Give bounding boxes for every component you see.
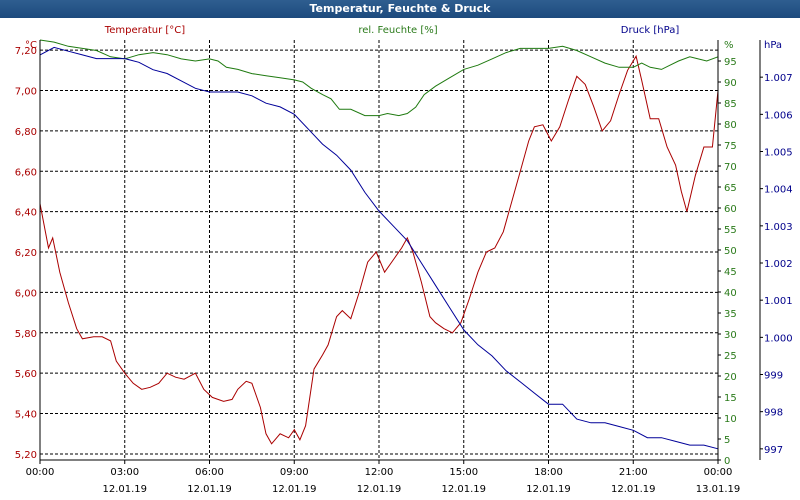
chart-title: Temperatur, Feuchte & Druck	[0, 0, 800, 18]
tick-label-date: 12.01.19	[102, 484, 147, 495]
tick-label-pressure: 1.004	[764, 185, 793, 196]
series-line-humidity	[39, 39, 719, 117]
axes-layer: Temperatur [°C] rel. Feuchte [%] Druck […	[15, 25, 793, 495]
tick-label-humidity: 25	[724, 351, 737, 362]
tick-label-humidity: 40	[724, 288, 737, 299]
tick-label-time: 06:00	[195, 467, 224, 478]
tick-label-humidity: 95	[724, 57, 737, 68]
series-layer	[39, 39, 719, 450]
tick-label-date: 12.01.19	[357, 484, 402, 495]
series-line-temperature	[39, 54, 719, 445]
axis-label-humidity: rel. Feuchte [%]	[358, 25, 437, 36]
tick-label-temperature: 5,80	[15, 329, 37, 340]
tick-label-temperature: 7,00	[15, 86, 37, 97]
tick-label-humidity: 85	[724, 99, 737, 110]
tick-label-pressure: 1.006	[764, 110, 793, 121]
tick-label-humidity: 65	[724, 183, 737, 194]
tick-label-humidity: 80	[724, 120, 737, 131]
tick-label-date: 13.01.19	[696, 484, 741, 495]
tick-label-time: 00:00	[704, 467, 733, 478]
tick-label-humidity: 15	[724, 393, 737, 404]
tick-label-date: 12.01.19	[526, 484, 571, 495]
tick-label-humidity: 20	[724, 372, 737, 383]
tick-label-humidity: 55	[724, 225, 737, 236]
tick-label-humidity: 5	[724, 435, 730, 446]
tick-label-date: 12.01.19	[272, 484, 317, 495]
tick-label-pressure: 997	[764, 445, 783, 456]
tick-label-temperature: 6,80	[15, 127, 37, 138]
tick-label-temperature: 7,20	[15, 46, 37, 57]
tick-label-pressure: 998	[764, 408, 783, 419]
tick-label-temperature: 6,00	[15, 288, 37, 299]
series-line-pressure	[39, 46, 719, 450]
tick-label-date: 12.01.19	[611, 484, 656, 495]
tick-label-humidity: 75	[724, 141, 737, 152]
tick-label-humidity: 50	[724, 246, 737, 257]
tick-label-time: 09:00	[280, 467, 309, 478]
axis-unit-humidity: %	[724, 40, 734, 51]
tick-label-humidity: 35	[724, 309, 737, 320]
tick-label-pressure: 1.007	[764, 73, 793, 84]
tick-label-temperature: 6,20	[15, 248, 37, 259]
tick-label-date: 12.01.19	[187, 484, 232, 495]
tick-label-temperature: 6,40	[15, 208, 37, 219]
axis-label-pressure: Druck [hPa]	[621, 25, 680, 36]
tick-label-temperature: 5,20	[15, 450, 37, 461]
tick-label-pressure: 1.005	[764, 148, 793, 159]
axis-label-temperature: Temperatur [°C]	[104, 25, 185, 36]
tick-label-humidity: 30	[724, 330, 737, 341]
tick-label-pressure: 1.002	[764, 259, 793, 270]
tick-label-time: 12:00	[365, 467, 394, 478]
tick-label-humidity: 10	[724, 414, 737, 425]
tick-label-time: 15:00	[449, 467, 478, 478]
axis-unit-pressure: hPa	[764, 40, 782, 51]
tick-label-pressure: 1.001	[764, 296, 793, 307]
tick-label-humidity: 45	[724, 267, 737, 278]
tick-label-time: 18:00	[534, 467, 563, 478]
tick-label-temperature: 6,60	[15, 167, 37, 178]
axis-unit-temperature: °C	[25, 40, 37, 51]
tick-label-humidity: 90	[724, 78, 737, 89]
tick-label-humidity: 0	[724, 456, 730, 467]
tick-label-pressure: 1.000	[764, 333, 793, 344]
tick-label-time: 03:00	[110, 467, 139, 478]
tick-label-humidity: 70	[724, 162, 737, 173]
tick-label-temperature: 5,60	[15, 369, 37, 380]
tick-label-date: 12.01.19	[441, 484, 486, 495]
tick-label-pressure: 1.003	[764, 222, 793, 233]
tick-label-time: 00:00	[26, 467, 55, 478]
tick-label-temperature: 5,40	[15, 410, 37, 421]
tick-label-pressure: 999	[764, 371, 783, 382]
tick-label-time: 21:00	[619, 467, 648, 478]
tick-label-humidity: 60	[724, 204, 737, 215]
